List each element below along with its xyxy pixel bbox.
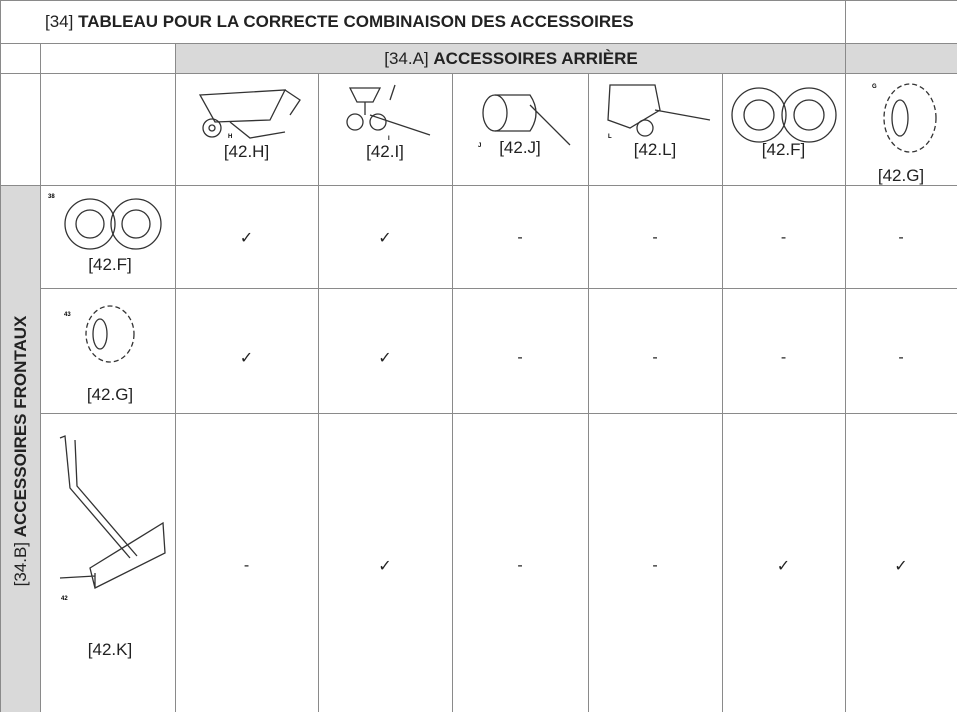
cell-value: ✓ bbox=[239, 350, 254, 367]
column-code: [42.J] bbox=[499, 138, 541, 157]
cell-value: - bbox=[652, 229, 658, 246]
column-code: [42.F] bbox=[761, 140, 806, 159]
empty-cell bbox=[40, 43, 176, 74]
figure-label: G bbox=[872, 84, 877, 90]
column-code: [42.G] bbox=[877, 166, 925, 185]
column-header-cell bbox=[452, 73, 589, 186]
figure-label: I bbox=[388, 136, 390, 142]
front-header-cell: [34.B] ACCESSOIRES FRONTAUX bbox=[0, 185, 41, 712]
cell-value: - bbox=[517, 229, 523, 246]
column-code: [42.L] bbox=[633, 140, 677, 159]
figure-label: J bbox=[478, 143, 481, 149]
blade-drawing: 42 bbox=[59, 435, 166, 602]
empty-cell bbox=[845, 0, 957, 44]
spreader-drawing: I bbox=[346, 84, 431, 142]
cell-value: - bbox=[898, 229, 904, 246]
row-code: [42.K] bbox=[87, 640, 133, 659]
cell-value: ✓ bbox=[894, 558, 908, 575]
cell-value: - bbox=[780, 229, 787, 246]
figure-label: 38 bbox=[48, 194, 55, 200]
rear-header-text: ACCESSOIRES ARRIÈRE bbox=[433, 49, 638, 68]
empty-cell bbox=[0, 73, 41, 186]
gray-cell bbox=[845, 43, 957, 74]
figure-label: 42 bbox=[61, 596, 68, 602]
front-header-number: [34.B] bbox=[11, 541, 30, 587]
table-cell bbox=[845, 413, 957, 712]
cell-value: ✓ bbox=[378, 558, 392, 575]
title-cell: [34] TABLEAU POUR LA CORRECTE COMBINAISO… bbox=[0, 0, 846, 44]
row-header-cell bbox=[40, 413, 176, 712]
column-code: [42.I] bbox=[366, 142, 404, 161]
rear-header: [34.A] ACCESSOIRES ARRIÈRE bbox=[384, 49, 638, 69]
column-code: [42.H] bbox=[223, 142, 270, 161]
cell-value: ✓ bbox=[378, 350, 392, 367]
cell-value: - bbox=[898, 349, 904, 366]
chains-drawing: 38 bbox=[48, 194, 162, 250]
column-header-cell bbox=[588, 73, 723, 186]
cell-value: - bbox=[780, 349, 787, 366]
cell-value: - bbox=[243, 557, 250, 574]
title-number: [34] bbox=[45, 12, 74, 31]
tire-drawing: G bbox=[872, 83, 937, 153]
tire-drawing: 43 bbox=[64, 305, 135, 363]
roller-drawing: J bbox=[478, 94, 571, 149]
empty-cell bbox=[0, 43, 41, 74]
figure-label: 43 bbox=[64, 312, 71, 318]
cell-value: - bbox=[517, 349, 523, 366]
cell-value: ✓ bbox=[239, 230, 254, 247]
front-header: [34.B] ACCESSOIRES FRONTAUX bbox=[11, 316, 31, 587]
title-text: TABLEAU POUR LA CORRECTE COMBINAISON DES… bbox=[78, 12, 634, 31]
cart-drawing: H bbox=[198, 89, 301, 140]
cell-value: ✓ bbox=[378, 230, 392, 247]
column-header-cell bbox=[318, 73, 453, 186]
row-code: [42.F] bbox=[88, 255, 132, 274]
figure-label: H bbox=[228, 134, 232, 140]
column-header-cell bbox=[175, 73, 319, 186]
cell-value: - bbox=[652, 557, 658, 574]
cell-value: ✓ bbox=[776, 558, 791, 575]
sweeper-drawing: L bbox=[607, 84, 711, 140]
chains-drawing bbox=[731, 87, 837, 143]
empty-cell bbox=[40, 73, 176, 186]
rear-header-number: [34.A] bbox=[384, 49, 429, 68]
title: [34] TABLEAU POUR LA CORRECTE COMBINAISO… bbox=[45, 12, 634, 32]
row-code: [42.G] bbox=[86, 385, 134, 404]
front-header-text: ACCESSOIRES FRONTAUX bbox=[11, 315, 30, 538]
rear-header-cell: [34.A] ACCESSOIRES ARRIÈRE bbox=[175, 43, 846, 74]
cell-value: - bbox=[652, 349, 658, 366]
column-header-cell bbox=[722, 73, 846, 186]
cell-value: - bbox=[517, 557, 523, 574]
figure-label: L bbox=[608, 134, 612, 140]
